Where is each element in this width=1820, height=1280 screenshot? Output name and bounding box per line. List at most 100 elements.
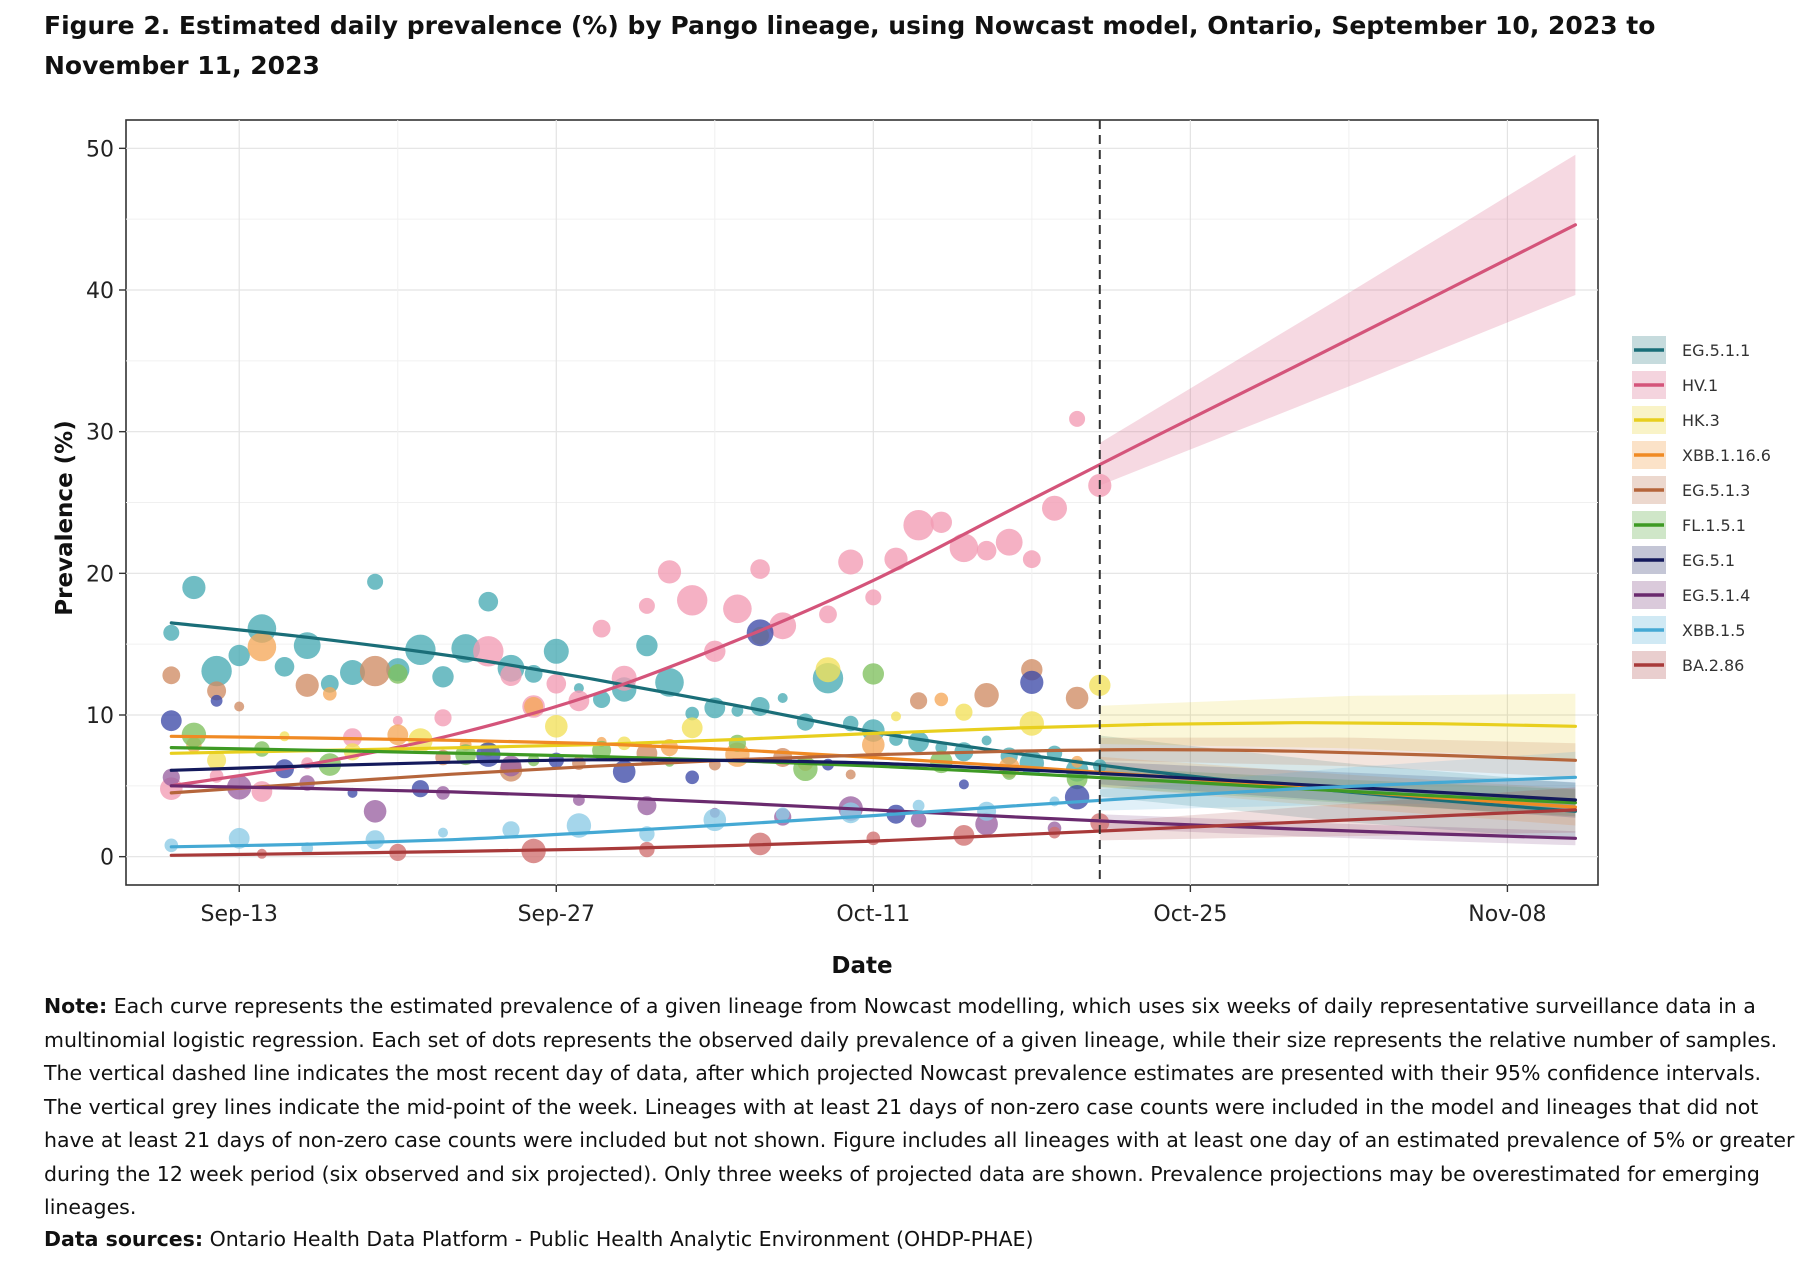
x-tick-label: Oct-25	[1153, 902, 1227, 927]
x-tick-label: Nov-08	[1468, 902, 1546, 927]
observed-point-HV.1	[434, 709, 452, 727]
observed-point-EG.5.1.1	[593, 690, 611, 709]
legend-label-XBB.1.5: XBB.1.5	[1682, 621, 1745, 640]
observed-point-XBB.1.5	[438, 827, 448, 838]
observed-point-EG.5.1	[958, 779, 969, 790]
observed-point-HK.3	[815, 657, 841, 683]
observed-point-HV.1	[949, 533, 979, 563]
y-axis-label: Prevalence (%)	[52, 420, 78, 615]
curve-BA.2.86	[169, 808, 1577, 857]
observed-point-HV.1	[750, 559, 770, 579]
x-tick-label: Sep-27	[518, 902, 595, 927]
observed-point-HV.1	[838, 549, 864, 575]
legend-label-XBB.1.16.6: XBB.1.16.6	[1682, 446, 1771, 465]
observed-point-XBB.1.16.6	[862, 733, 885, 757]
legend-label-EG.5.1.4: EG.5.1.4	[1682, 586, 1750, 605]
observed-point-BA.2.86	[1090, 813, 1110, 833]
legend-label-EG.5.1.3: EG.5.1.3	[1682, 481, 1750, 500]
x-tick-label: Sep-13	[201, 902, 278, 927]
legend-label-EG.5.1: EG.5.1	[1682, 551, 1735, 570]
observed-point-EG.5.1	[1020, 670, 1044, 695]
observed-point-EG.5.1.1	[478, 591, 499, 612]
observed-point-EG.5.1.3	[359, 655, 391, 687]
observed-point-EG.5.1	[160, 710, 182, 732]
y-axis-ticks: 0 10 20 30 40 50	[86, 137, 126, 871]
curve-HK.3	[169, 721, 1577, 755]
observed-point-EG.5.1.1	[367, 573, 384, 590]
observed-point-HV.1	[1042, 495, 1067, 521]
observed-point-HV.1	[903, 510, 934, 541]
observed-point-BA.2.86	[639, 841, 655, 858]
observed-point-EG.5.1	[1064, 785, 1090, 810]
observed-point-FL.1.5.1	[181, 722, 207, 747]
observed-point-HV.1	[995, 528, 1023, 556]
observed-point-HV.1	[392, 715, 403, 726]
observed-point-EG.5.1.1	[796, 713, 815, 731]
observed-point-HV.1	[930, 511, 952, 533]
curve-EG.5.1.3	[169, 747, 1577, 795]
observed-point-EG.5.1.1	[228, 644, 250, 667]
observed-points	[160, 410, 1112, 864]
observed-point-XBB.1.16.6	[247, 632, 277, 662]
observed-point-EG.5.1.3	[234, 701, 245, 712]
curve-EG.5.1.4	[169, 784, 1577, 840]
observed-point-HV.1	[546, 674, 567, 694]
observed-point-HK.3	[1019, 711, 1044, 736]
observed-point-HV.1	[500, 664, 522, 686]
source-label: Data sources:	[44, 1227, 204, 1251]
observed-point-HV.1	[592, 619, 611, 638]
observed-point-HK.3	[955, 703, 973, 721]
observed-point-EG.5.1.3	[295, 673, 319, 697]
observed-point-EG.5.1.4	[910, 812, 927, 828]
observed-point-EG.5.1	[411, 780, 429, 798]
observed-point-EG.5.1.3	[1065, 686, 1089, 710]
observed-point-EG.5.1.1	[655, 668, 684, 697]
observed-point-EG.5.1.1	[163, 624, 180, 641]
observed-point-EG.5.1.4	[637, 796, 657, 816]
observed-point-XBB.1.5	[703, 808, 727, 832]
observed-point-XBB.1.5	[502, 821, 520, 839]
observed-point-FL.1.5.1	[388, 664, 408, 684]
observed-point-HV.1	[251, 781, 273, 802]
y-tick-label: 50	[86, 137, 114, 162]
nowcast-curves	[169, 223, 1577, 857]
observed-point-XBB.1.5	[840, 802, 862, 824]
observed-point-HK.3	[207, 750, 227, 770]
observed-point-EG.5.1.4	[500, 755, 522, 777]
observed-point-HV.1	[819, 605, 837, 624]
observed-point-EG.5.1.1	[340, 660, 365, 685]
source-text: Ontario Health Data Platform - Public He…	[209, 1227, 1034, 1251]
observed-point-EG.5.1.3	[162, 666, 181, 685]
y-tick-label: 20	[86, 562, 114, 587]
observed-point-EG.5.1.3	[845, 769, 856, 780]
observed-point-HV.1	[677, 585, 708, 616]
observed-point-XBB.1.5	[977, 801, 997, 821]
legend-label-BA.2.86: BA.2.86	[1682, 656, 1744, 675]
note-text: Each curve represents the estimated prev…	[44, 994, 1795, 1219]
figure-note: Note: Each curve represents the estimate…	[44, 990, 1804, 1225]
observed-point-HK.3	[891, 711, 901, 722]
observed-point-EG.5.1.3	[910, 692, 928, 710]
observed-point-EG.5.1.4	[162, 768, 180, 786]
observed-point-EG.5.1.1	[182, 575, 206, 600]
legend-label-HV.1: HV.1	[1682, 376, 1718, 395]
observed-point-XBB.1.5	[228, 827, 250, 849]
observed-point-HK.3	[1089, 674, 1111, 696]
observed-point-HK.3	[681, 717, 703, 739]
observed-point-EG.5.1.3	[974, 683, 999, 708]
observed-point-BA.2.86	[866, 831, 881, 846]
observed-point-EG.5.1.1	[636, 634, 658, 657]
ribbon-HK.3	[1099, 693, 1576, 759]
curve-FL.1.5.1	[169, 746, 1577, 805]
observed-point-EG.5.1	[746, 619, 774, 647]
observed-point-EG.5.1.1	[981, 735, 992, 746]
observed-point-EG.5.1.1	[777, 693, 788, 703]
observed-point-XBB.1.16.6	[387, 724, 409, 746]
observed-point-EG.5.1.1	[908, 731, 929, 753]
observed-point-EG.5.1.1	[685, 706, 699, 721]
ribbon-EG.5.1.3	[1099, 737, 1576, 778]
observed-point-FL.1.5.1	[862, 663, 884, 685]
x-tick-label: Oct-11	[836, 902, 910, 927]
observed-point-HV.1	[1069, 410, 1086, 427]
observed-point-EG.5.1	[210, 694, 223, 707]
